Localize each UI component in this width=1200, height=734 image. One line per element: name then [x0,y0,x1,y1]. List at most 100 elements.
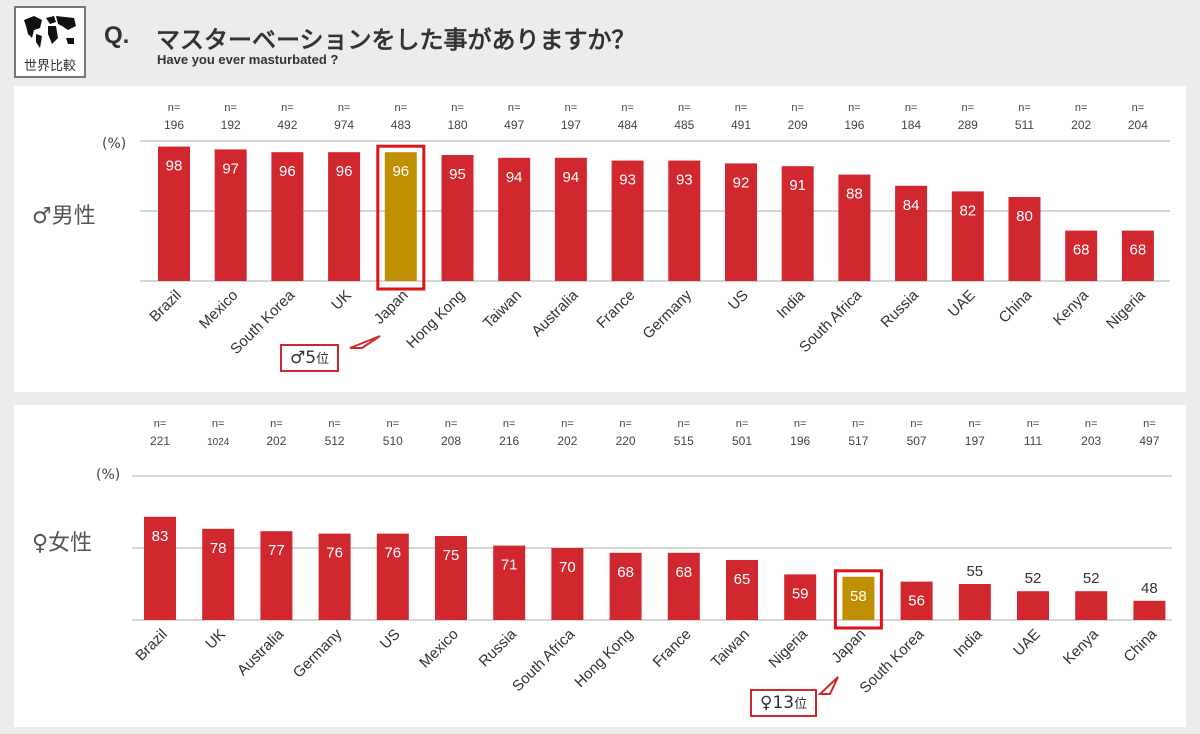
male-bar [554,157,587,281]
female-rank-unit: 位 [794,697,808,712]
male-category-label: Hong Kong [403,287,468,352]
female-rank-callout: ♀13位 [750,689,818,717]
female-value-label: 76 [326,545,343,562]
male-n-value: 204 [1128,118,1148,132]
male-chart-panel: n= 196 98 Brazil n= 192 97 Mexico n= 492 96 South K… [14,86,1186,392]
question-title: マスターベーションをした事がありますか？ [156,26,636,54]
male-n-value: 192 [221,118,241,132]
male-category-label: Taiwan [480,287,525,332]
female-symbol-icon: ♀ [760,693,773,713]
female-bar [609,552,642,620]
female-n-prefix: n= [387,418,400,430]
female-category-label: Taiwan [708,626,753,671]
male-value-label: 91 [789,177,806,194]
female-category-label: Russia [476,625,521,670]
female-value-label: 55 [966,563,983,580]
male-value-label: 82 [959,202,976,219]
male-rank-callout: ♂5位 [280,344,340,372]
female-n-prefix: n= [1143,418,1156,430]
female-bar [376,533,409,620]
female-n-value: 220 [616,434,636,448]
male-n-prefix: n= [848,102,861,114]
male-rank-number: 5 [305,348,317,368]
female-n-prefix: n= [969,418,982,430]
male-sex-label: ♂男性 [32,204,96,229]
female-value-label: 52 [1025,570,1042,587]
female-n-value: 512 [325,434,345,448]
female-bar [958,584,991,620]
question-subtitle: Have you ever masturbated ? [157,52,339,67]
male-bar [1121,230,1154,281]
male-value-label: 93 [676,172,693,189]
male-bar [895,185,928,281]
male-n-prefix: n= [905,102,918,114]
female-n-value: 111 [1024,434,1043,448]
female-category-label: France [650,626,695,671]
male-n-value: 209 [788,118,808,132]
female-n-value: 507 [907,434,927,448]
female-sex-label: ♀女性 [32,531,93,556]
male-symbol-icon: ♂ [290,348,306,368]
female-n-value: 202 [557,434,577,448]
female-bar [144,516,176,620]
male-bar [158,146,190,281]
female-category-label: Brazil [132,626,171,665]
female-n-value: 221 [150,434,170,448]
male-bar [725,163,757,281]
female-n-prefix: n= [561,418,574,430]
male-n-prefix: n= [338,102,351,114]
male-bar [441,155,474,281]
female-category-label: Mexico [416,626,462,672]
female-value-label: 52 [1083,570,1100,587]
female-bar [1133,600,1166,620]
male-bar [838,174,871,281]
female-value-label: 56 [908,593,925,610]
female-n-value: 196 [790,434,810,448]
male-n-prefix: n= [395,102,408,114]
female-category-label: UK [202,626,229,653]
male-n-prefix: n= [621,102,634,114]
female-category-label: Hong Kong [571,626,636,691]
male-n-value: 289 [958,118,978,132]
female-n-value: 197 [965,434,985,448]
female-value-label: 83 [152,528,169,545]
male-n-value: 483 [391,118,411,132]
male-n-prefix: n= [565,102,578,114]
male-n-value: 492 [277,118,297,132]
male-n-value: 184 [901,118,921,132]
female-bar-chart: n= 221 83 Brazil n= 1024 78 UK n= 202 77 Australia n… [132,418,1172,697]
male-bar [1008,197,1041,281]
male-value-label: 95 [449,166,466,183]
female-n-prefix: n= [736,418,749,430]
female-n-prefix: n= [270,418,283,430]
male-value-label: 96 [279,163,296,180]
male-value-label: 80 [1016,208,1033,225]
female-value-label: 65 [734,571,751,588]
female-value-label: 68 [675,564,692,581]
female-n-prefix: n= [445,418,458,430]
female-n-value: 203 [1081,434,1101,448]
male-n-prefix: n= [508,102,521,114]
male-value-label: 68 [1130,242,1147,259]
male-value-label: 68 [1073,242,1090,259]
male-bar [668,160,701,281]
female-category-label: Australia [234,625,288,679]
female-category-label: Japan [828,626,869,667]
male-n-value: 491 [731,118,751,132]
female-value-label: 76 [384,545,401,562]
male-n-value: 497 [504,118,524,132]
female-n-prefix: n= [503,418,516,430]
female-callout-pointer [817,676,839,695]
female-value-label: 58 [850,588,867,605]
male-category-label: Kenya [1050,286,1093,329]
male-n-value: 511 [1015,118,1034,132]
female-n-prefix: n= [619,418,632,430]
female-bar [726,560,758,620]
male-n-value: 197 [561,118,581,132]
female-bar [1075,591,1108,620]
female-category-label: Kenya [1060,625,1103,668]
male-n-prefix: n= [678,102,691,114]
male-n-prefix: n= [1132,102,1145,114]
female-category-label: China [1120,625,1160,665]
female-bar [260,531,293,620]
